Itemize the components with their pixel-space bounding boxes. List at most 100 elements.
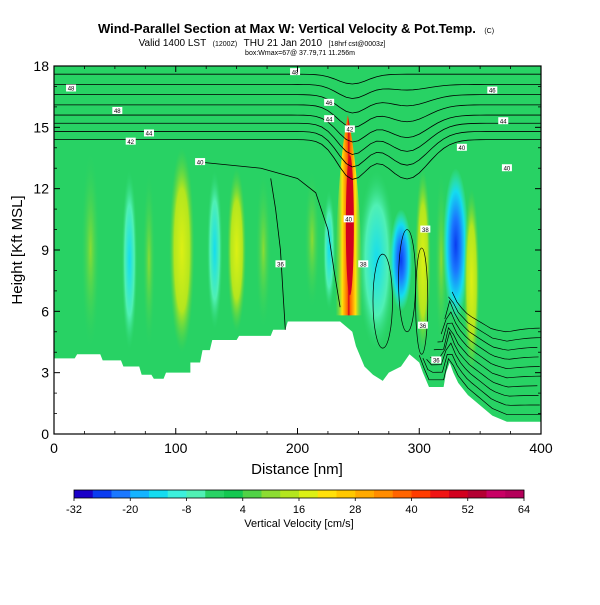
colorbar-tick-label: 64: [518, 504, 530, 516]
x-tick-label: 0: [50, 440, 58, 456]
contour-label-box: [66, 84, 77, 92]
contour-label-box: [501, 164, 512, 172]
y-tick-label: 3: [41, 365, 49, 381]
velocity-band-11: [414, 168, 431, 353]
contour-label: 40: [504, 166, 511, 172]
theta-contour-40: [200, 161, 341, 308]
colorbar-swatch: [205, 490, 225, 498]
y-tick-label: 18: [33, 58, 49, 74]
contour-label-box: [324, 115, 335, 123]
x-axis: 0 100 200 300 400: [50, 66, 553, 456]
theta-contour-loop-2: [415, 247, 429, 355]
colorbar-swatch: [505, 490, 525, 498]
velocity-band-0: [81, 147, 101, 353]
colorbar-swatch: [130, 490, 150, 498]
colorbar-swatch: [261, 490, 281, 498]
theta-contour-low-4: [433, 326, 541, 379]
plot-area: 48 48 48 46 44 46 44 44 42 42 40 40 40 40 38 38 36 36 36: [54, 66, 541, 434]
contour-label-box: [487, 86, 498, 94]
colorbar-swatch: [355, 490, 375, 498]
colorbar-tick-label: -8: [182, 504, 192, 516]
contour-label: 44: [146, 132, 153, 138]
theta-contour-upper-4: [54, 114, 541, 143]
colorbar-tick-label: 16: [293, 504, 305, 516]
velocity-band-8: [322, 188, 336, 312]
contour-label-box: [290, 68, 301, 76]
theta-contour-low-0: [418, 355, 541, 415]
colorbar-swatch: [486, 490, 506, 498]
contour-label: 38: [360, 263, 367, 269]
velocity-band-10: [389, 209, 413, 312]
colorbar-title: Vertical Velocity [cm/s]: [244, 518, 353, 530]
colorbar-swatch: [467, 490, 487, 498]
x-tick-label: 400: [529, 440, 553, 456]
velocity-band-3: [169, 147, 195, 353]
theta-contour-low-3: [430, 330, 538, 388]
colorbar-swatch: [186, 490, 206, 498]
contour-label-box: [498, 117, 509, 125]
chart-title: Wind-Parallel Section at Max W: Vertical…: [98, 20, 494, 37]
theta-contours: [54, 73, 541, 415]
updraft-max: [345, 155, 354, 296]
contour-label: 40: [345, 218, 352, 224]
contour-label-box: [125, 137, 136, 145]
contour-label: 42: [347, 128, 354, 134]
theta-contour-36: [270, 178, 286, 330]
theta-contour-low-2: [426, 342, 539, 397]
colorbar-swatch: [374, 490, 394, 498]
colorbar-swatch: [149, 490, 169, 498]
velocity-band-4: [206, 168, 223, 332]
contour-label-box: [417, 321, 428, 329]
x-tick-label: 300: [408, 440, 432, 456]
x-tick-label: 200: [286, 440, 310, 456]
theta-contour-loop-0: [372, 253, 393, 349]
colorbar-swatch: [224, 490, 244, 498]
theta-contour-labels: 48 48 48 46 44 46 44 44 42 42 40 40 40 40 38 38 36 36 36: [66, 68, 512, 365]
colorbar-tick-label: 52: [462, 504, 474, 516]
colorbar-tick-label: 28: [349, 504, 361, 516]
contour-label-box: [324, 98, 335, 106]
contour-label-box: [420, 225, 431, 233]
velocity-field: [81, 115, 480, 373]
contour-label: 40: [197, 160, 204, 166]
contour-label: 44: [500, 119, 507, 125]
colorbar-tick-label: 40: [405, 504, 417, 516]
theta-contour-upper-3: [54, 104, 541, 128]
contour-label: 42: [127, 140, 134, 146]
colorbar-swatch: [336, 490, 356, 498]
colorbar-swatch: [392, 490, 412, 498]
velocity-band-9: [357, 168, 396, 353]
colorbar-swatch: [280, 490, 300, 498]
contour-label: 44: [326, 117, 333, 123]
x-tick-label: 100: [164, 440, 188, 456]
contour-label: 40: [459, 146, 466, 152]
colorbar-swatch: [317, 490, 337, 498]
velocity-band-7: [304, 168, 321, 312]
contour-label-box: [344, 125, 355, 133]
theta-contour-low-7: [444, 299, 538, 351]
contour-label-box: [195, 158, 206, 166]
colorbar-swatch: [242, 490, 262, 498]
chart-subtitle: Valid 1400 LST (1200Z) THU 21 Jan 2010 […: [139, 33, 386, 50]
velocity-band-14: [463, 188, 480, 373]
colorbar-tick-label: -32: [66, 504, 82, 516]
contour-label-box: [143, 129, 154, 137]
contour-label: 46: [489, 89, 496, 95]
y-tick-label: 0: [41, 426, 49, 442]
velocity-band-5: [227, 168, 247, 332]
colorbar-tick-label: -20: [122, 504, 138, 516]
colorbar-tick-label: 4: [240, 504, 246, 516]
theta-contour-low-9: [451, 291, 540, 333]
theta-contour-upper-1: [54, 84, 541, 99]
theta-contour-low-5: [437, 322, 540, 369]
terrain-mask: [54, 321, 541, 434]
colorbar-swatch: [167, 490, 187, 498]
y-tick-label: 15: [33, 119, 49, 135]
velocity-band-13: [443, 168, 469, 322]
contour-label-box: [431, 356, 442, 364]
chart-info-line: box:Wmax=67@ 37.79,71 11.256m: [245, 50, 355, 57]
theta-contour-low-8: [448, 296, 541, 342]
y-axis-title: Height [Kft MSL]: [9, 195, 26, 304]
